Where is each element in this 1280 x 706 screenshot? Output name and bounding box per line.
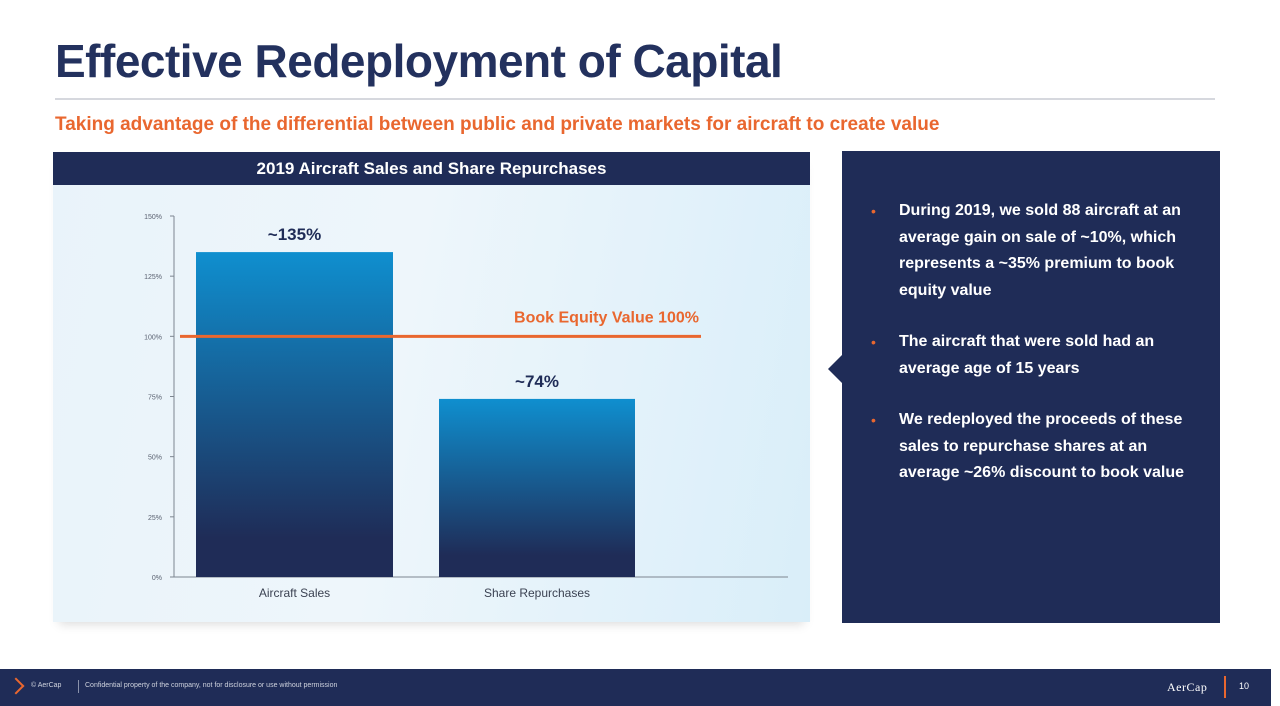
y-tick-label: 0% bbox=[152, 575, 162, 582]
footer-copyright: © AerCap bbox=[31, 682, 62, 689]
bullet-dot-icon: • bbox=[871, 412, 876, 428]
y-tick-label: 150% bbox=[144, 214, 162, 221]
y-tick-label: 25% bbox=[148, 515, 162, 522]
y-tick-label: 50% bbox=[148, 455, 162, 462]
y-tick-label: 100% bbox=[144, 334, 162, 341]
x-tick-label: Share Repurchases bbox=[484, 586, 590, 600]
bullet-list: • During 2019, we sold 88 aircraft at an… bbox=[871, 198, 1191, 512]
footer-logo-divider bbox=[1224, 676, 1226, 698]
bullet-item: • We redeployed the proceeds of these sa… bbox=[871, 407, 1191, 487]
bullet-text: We redeployed the proceeds of these sale… bbox=[899, 411, 1184, 481]
reference-line-label: Book Equity Value 100% bbox=[514, 309, 699, 326]
x-tick-label: Aircraft Sales bbox=[259, 586, 330, 600]
bar-chart: 0% 25% 50% 75% 100% 125% 150% ~135% Aircraft Sal… bbox=[144, 214, 788, 600]
y-tick-label: 75% bbox=[148, 395, 162, 402]
bullet-dot-icon: • bbox=[871, 334, 876, 350]
title-divider bbox=[55, 98, 1215, 100]
chevron-right-icon bbox=[7, 677, 25, 695]
page-number: 10 bbox=[1239, 681, 1250, 691]
page-title: Effective Redeployment of Capital bbox=[55, 35, 783, 87]
bullet-text: During 2019, we sold 88 aircraft at an a… bbox=[899, 202, 1181, 299]
info-panel bbox=[842, 151, 1220, 623]
bar bbox=[196, 252, 393, 577]
bullet-dot-icon: • bbox=[871, 203, 876, 219]
bullet-item: • The aircraft that were sold had an ave… bbox=[871, 329, 1191, 382]
info-panel-pointer bbox=[828, 354, 843, 384]
chart-title: 2019 Aircraft Sales and Share Repurchase… bbox=[53, 152, 810, 185]
footer-divider bbox=[78, 680, 79, 693]
bar bbox=[439, 398, 635, 577]
page-subtitle: Taking advantage of the differential bet… bbox=[55, 114, 940, 135]
bullet-item: • During 2019, we sold 88 aircraft at an… bbox=[871, 198, 1191, 304]
aercap-logo: AerCap bbox=[1167, 680, 1208, 694]
chart-panel: 2019 Aircraft Sales and Share Repurchase… bbox=[53, 152, 810, 622]
bullet-text: The aircraft that were sold had an avera… bbox=[899, 333, 1155, 377]
footer-bar: © AerCap Confidential property of the co… bbox=[0, 669, 1271, 706]
data-label: ~135% bbox=[268, 225, 321, 244]
data-label: ~74% bbox=[515, 372, 559, 391]
footer-confidential-note: Confidential property of the company, no… bbox=[85, 682, 338, 689]
y-tick-label: 125% bbox=[144, 274, 162, 281]
